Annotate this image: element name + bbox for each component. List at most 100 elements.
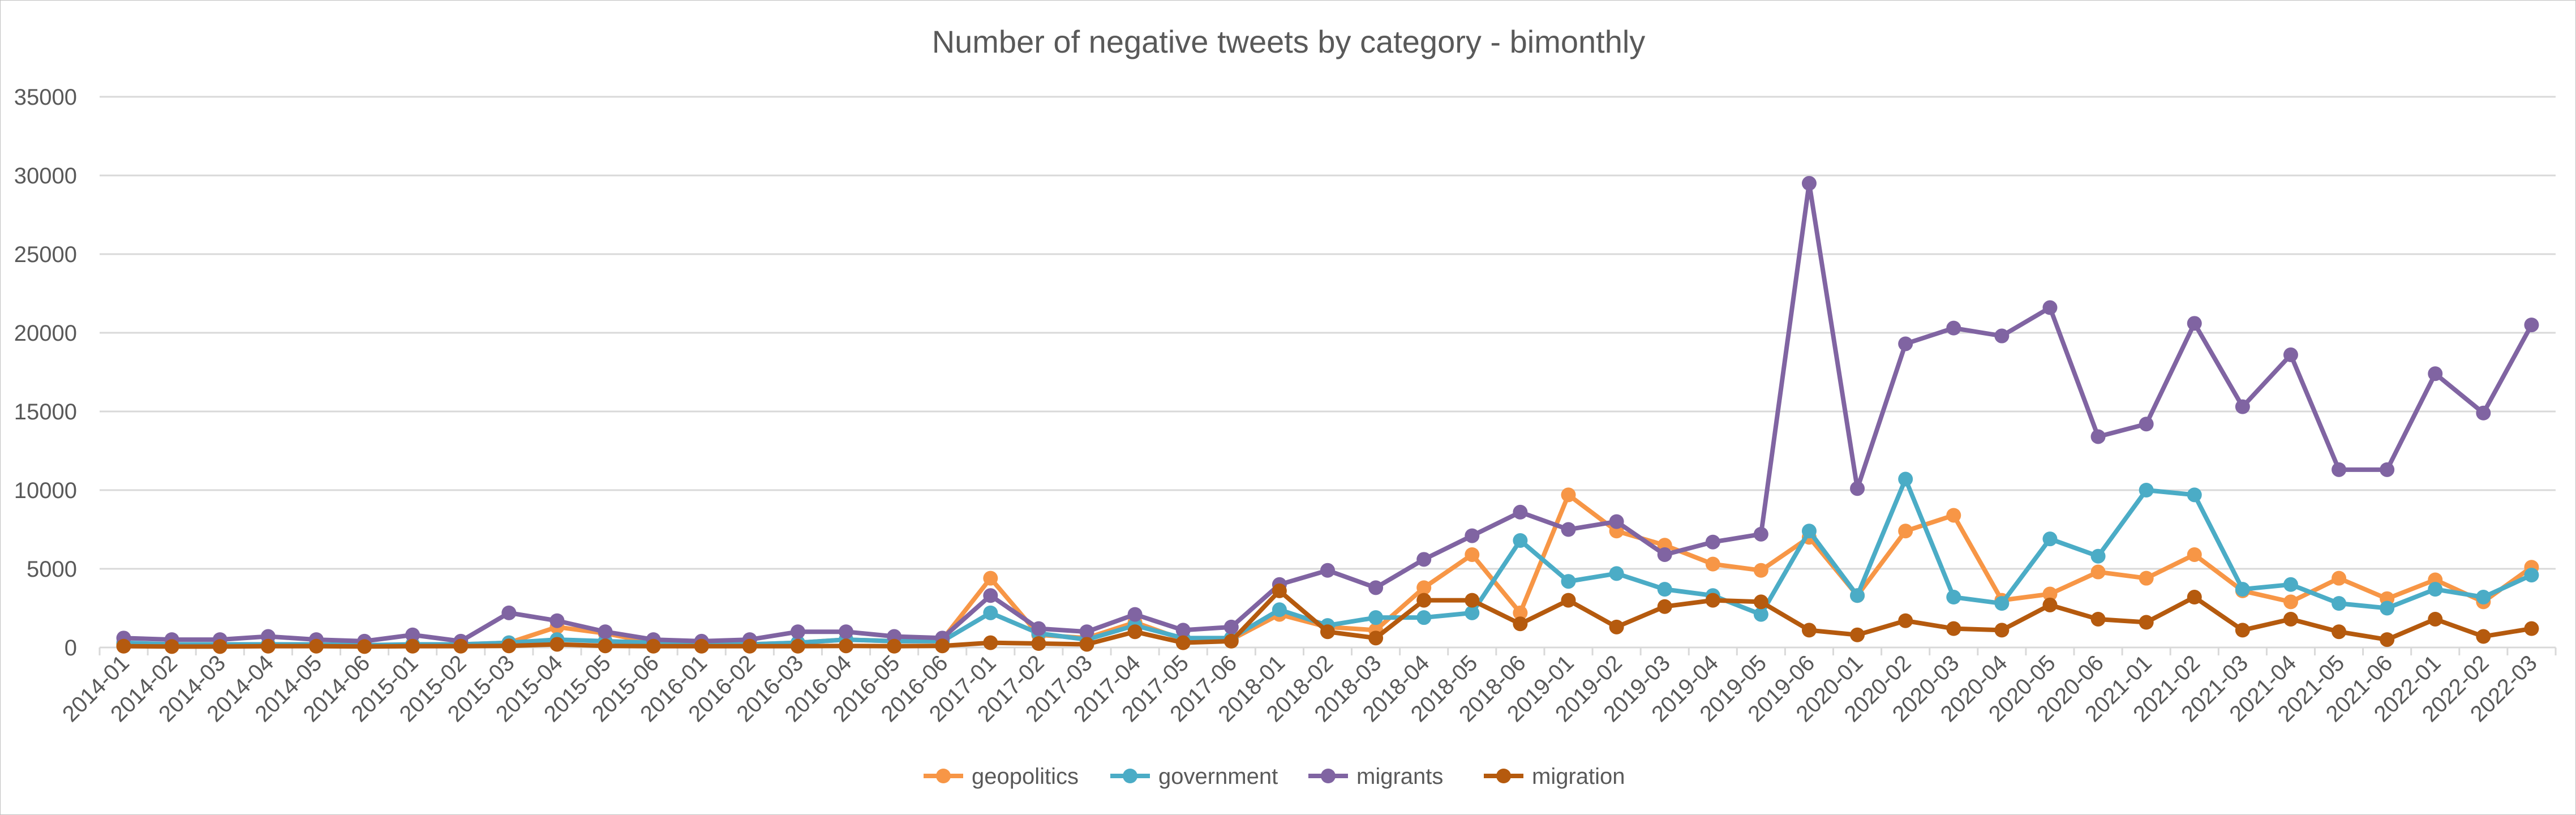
data-point-migration (1657, 599, 1672, 614)
series-group (116, 175, 2539, 654)
data-point-migration (790, 638, 805, 654)
data-point-migration (1127, 624, 1143, 640)
data-point-migration (453, 638, 469, 654)
data-point-migrants (2428, 366, 2443, 381)
data-point-migration (887, 638, 902, 654)
chart-title: Number of negative tweets by category - … (932, 24, 1646, 59)
legend-swatch-marker (1321, 769, 1336, 783)
data-point-migration (694, 638, 709, 654)
legend-swatch-marker (1123, 769, 1137, 783)
data-point-migrants (1994, 328, 2010, 344)
data-point-government (1368, 610, 1384, 625)
data-point-geopolitics (1513, 605, 1528, 620)
data-point-government (2187, 487, 2202, 503)
data-point-geopolitics (2187, 547, 2202, 562)
data-point-government (2090, 548, 2106, 564)
data-point-migration (1801, 623, 1817, 638)
data-point-government (1657, 582, 1672, 597)
data-point-migration (212, 639, 227, 654)
data-point-government (1272, 602, 1287, 617)
data-point-migration (260, 638, 276, 654)
data-point-geopolitics (1753, 563, 1768, 578)
series-migration (116, 583, 2539, 654)
data-point-migrants (1801, 175, 1817, 191)
data-point-geopolitics (2283, 594, 2298, 610)
data-point-government (2332, 596, 2347, 611)
data-point-migrants (2090, 429, 2106, 444)
data-point-migration (742, 638, 757, 654)
data-point-government (1561, 574, 1576, 589)
data-point-government (983, 605, 998, 620)
y-tick-label: 15000 (14, 400, 77, 424)
data-point-government (2283, 577, 2298, 592)
data-point-migration (2139, 615, 2154, 630)
data-point-migrants (2042, 300, 2058, 315)
legend-swatch-marker (936, 769, 951, 783)
legend-entry-government: government (1110, 764, 1278, 789)
data-point-migrants (2332, 462, 2347, 477)
data-point-migrants (1465, 528, 1480, 543)
data-point-migrants (1753, 526, 1768, 542)
data-point-migrants (1609, 514, 1624, 529)
data-point-government (1994, 596, 2010, 611)
data-point-migration (2332, 624, 2347, 640)
data-point-migrants (1079, 624, 1094, 640)
data-point-migration (2524, 621, 2539, 636)
legend-label: government (1158, 764, 1278, 789)
data-point-migration (1416, 593, 1432, 608)
data-point-migration (116, 638, 131, 654)
data-point-migration (1223, 633, 1239, 649)
data-point-migrants (1898, 336, 1913, 351)
data-point-migrants (2235, 399, 2250, 414)
data-point-geopolitics (1416, 580, 1432, 595)
y-axis-tick-labels: 0 5000 10000 15000 20000 25000 30000 35000 (14, 85, 77, 660)
y-tick-label: 25000 (14, 242, 77, 267)
data-point-government (2428, 582, 2443, 597)
data-point-migrants (1416, 552, 1432, 567)
data-point-migration (1609, 619, 1624, 634)
data-point-government (1946, 590, 1961, 605)
data-point-migration (1994, 623, 2010, 638)
data-point-migrants (1657, 547, 1672, 562)
data-point-migrants (1368, 580, 1384, 595)
data-point-geopolitics (2139, 570, 2154, 586)
legend-label: geopolitics (972, 764, 1079, 789)
data-point-geopolitics (2332, 570, 2347, 586)
data-point-migration (549, 637, 565, 652)
data-point-geopolitics (2042, 586, 2058, 602)
data-point-government (1416, 610, 1432, 625)
data-point-migration (1946, 621, 1961, 636)
data-point-migrants (1031, 621, 1046, 636)
data-point-migrants (2380, 462, 2395, 477)
data-point-migration (1175, 635, 1191, 650)
data-point-migrants (501, 605, 517, 620)
legend-swatch-marker (1496, 769, 1511, 783)
data-point-migrants (1513, 504, 1528, 520)
data-point-migration (839, 638, 854, 654)
data-point-migrants (790, 624, 805, 640)
y-tick-label: 30000 (14, 164, 77, 188)
data-point-migrants (1175, 623, 1191, 638)
data-point-geopolitics (983, 570, 998, 586)
data-point-migrants (983, 588, 998, 603)
data-point-migrants (1705, 534, 1720, 550)
data-point-migrants (2524, 318, 2539, 333)
legend-label: migration (1532, 764, 1625, 789)
data-point-migrants (2476, 405, 2491, 421)
legend-entry-migration: migration (1484, 764, 1625, 789)
y-tick-label: 35000 (14, 85, 77, 110)
data-point-migration (1031, 636, 1046, 651)
legend: geopolitics government migrants migration (924, 764, 1625, 789)
data-point-migrants (2187, 316, 2202, 331)
data-point-government (1850, 588, 1865, 603)
data-point-geopolitics (2090, 564, 2106, 580)
data-point-migrants (839, 624, 854, 640)
data-point-migration (1898, 613, 1913, 628)
legend-label: migrants (1356, 764, 1443, 789)
data-point-government (1898, 471, 1913, 487)
y-tick-label: 10000 (14, 478, 77, 503)
data-point-migration (501, 638, 517, 654)
data-point-migrants (549, 613, 565, 628)
